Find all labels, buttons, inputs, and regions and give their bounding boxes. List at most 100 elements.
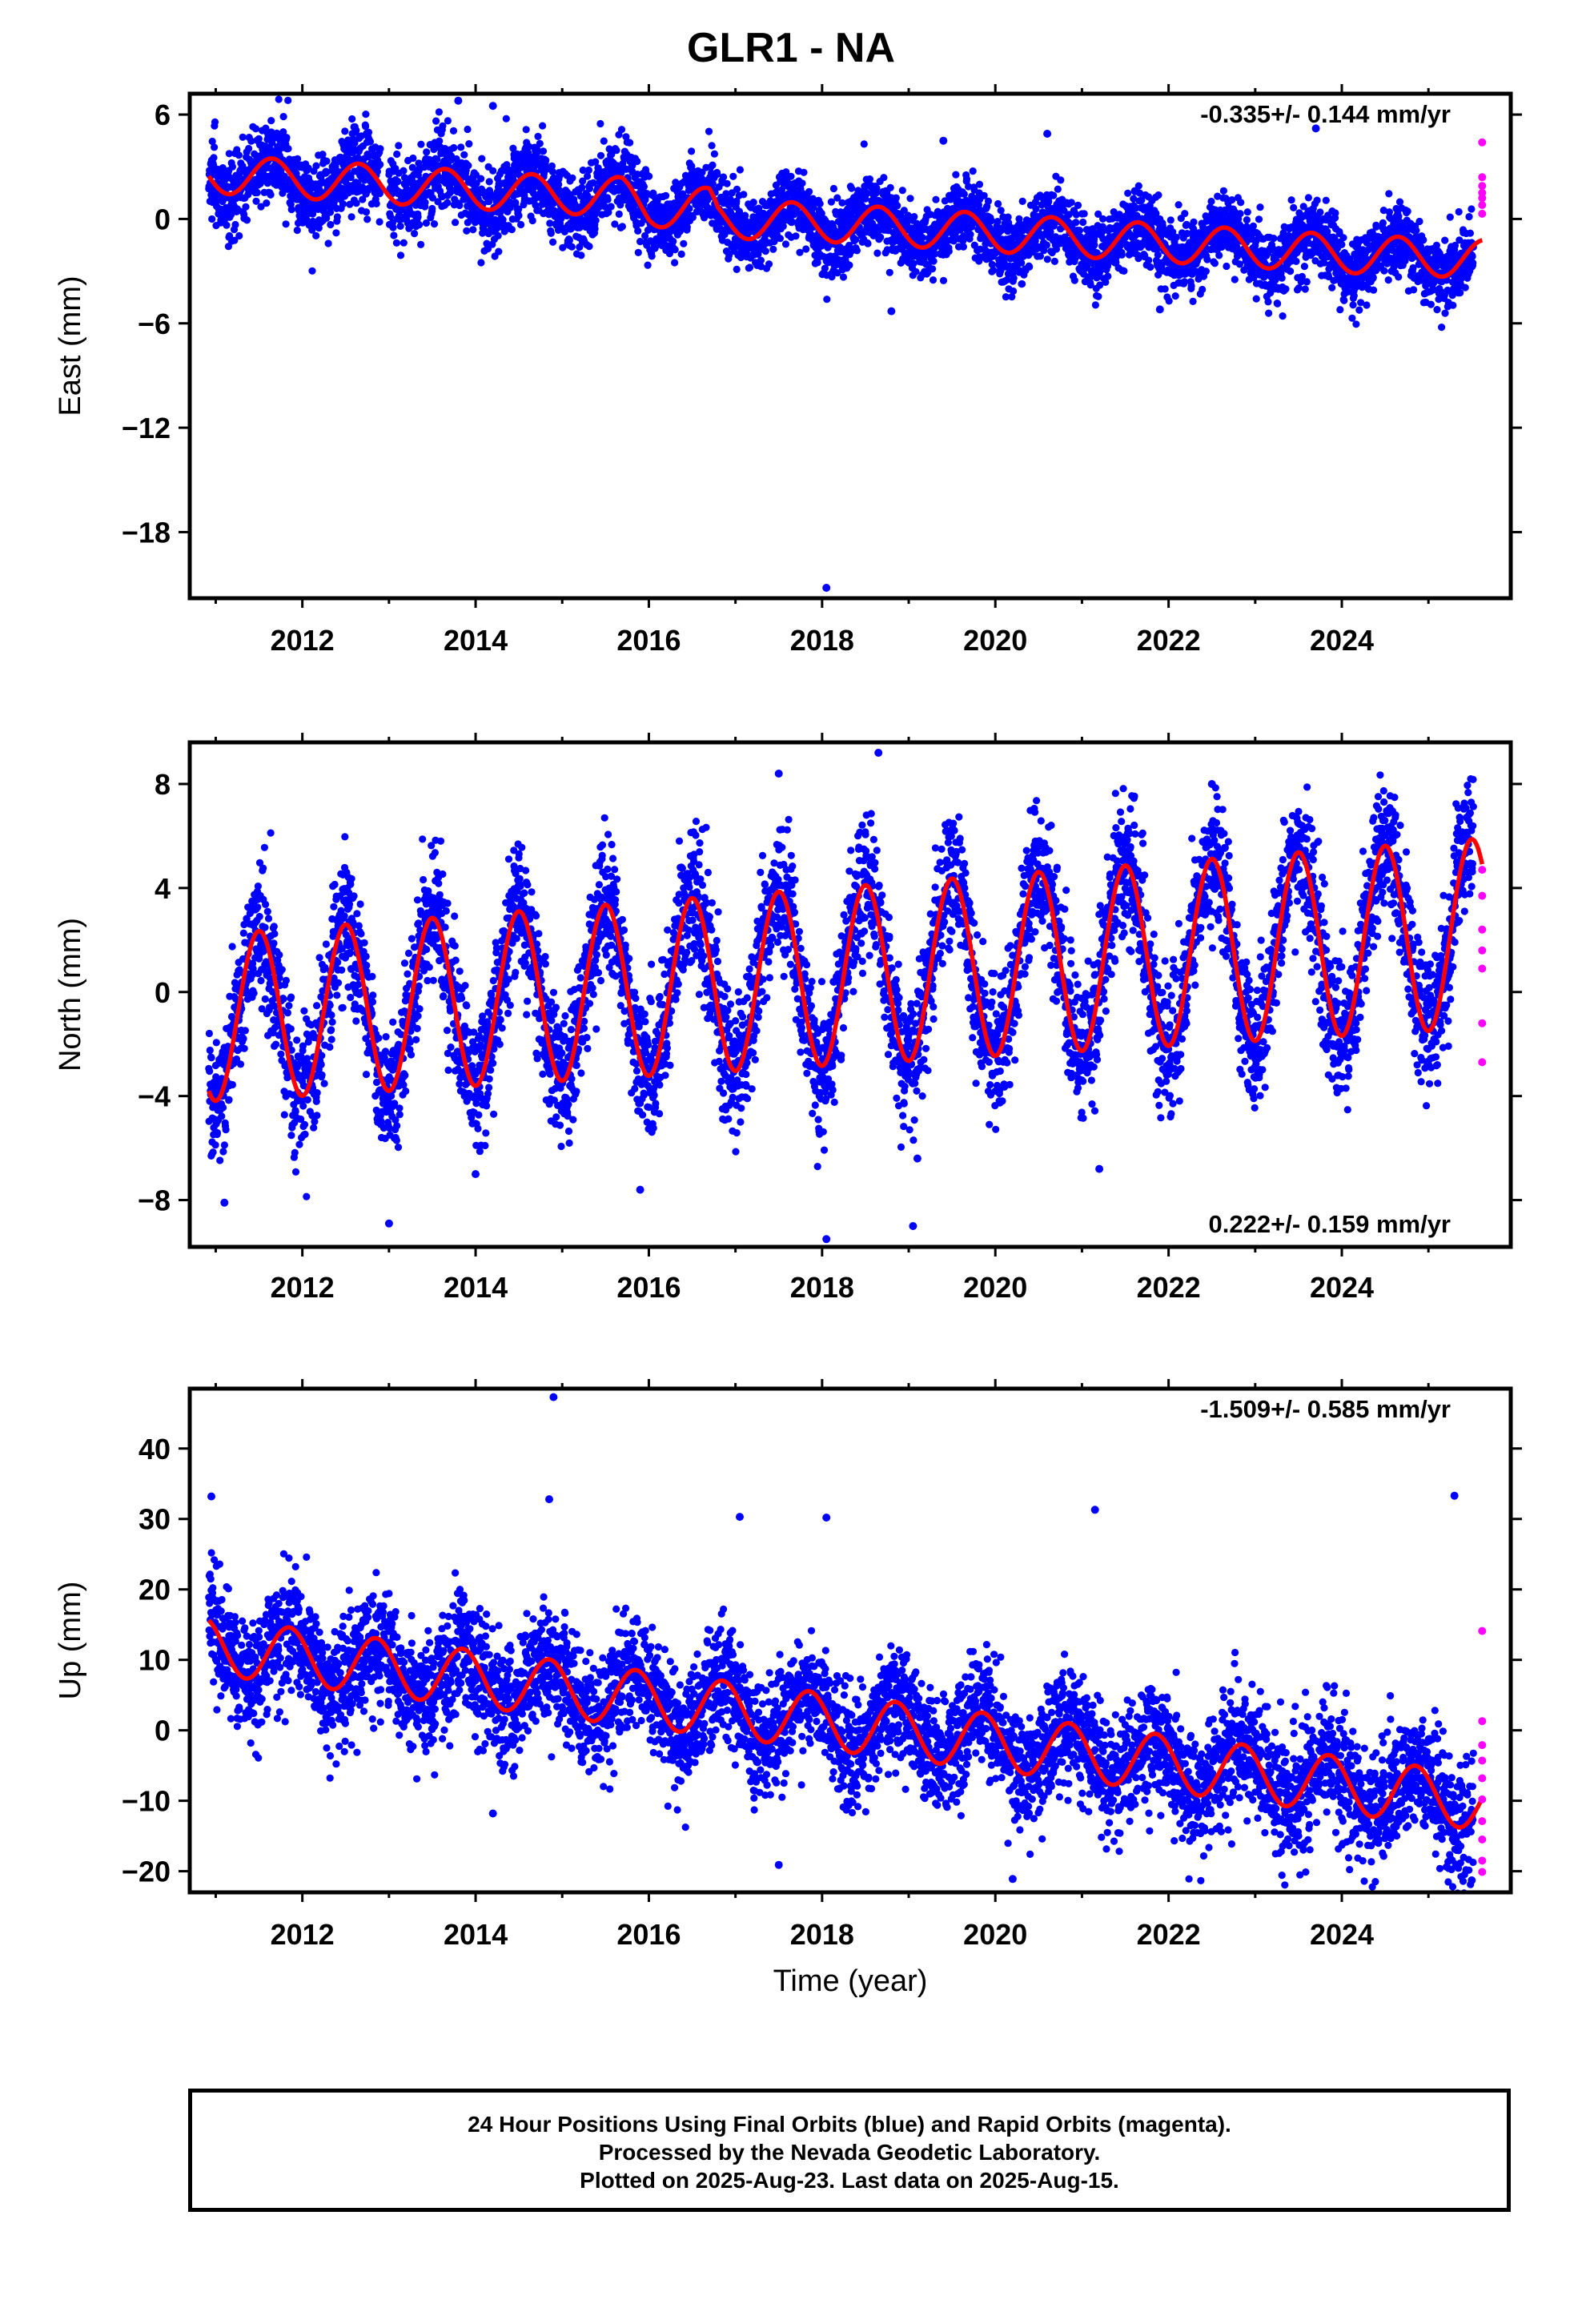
- east-point: [1199, 285, 1207, 294]
- east-point: [1189, 297, 1197, 305]
- east-point: [596, 151, 605, 159]
- east-point: [495, 247, 503, 255]
- east-point: [1300, 263, 1308, 271]
- east-point: [637, 219, 645, 227]
- east-point: [853, 247, 861, 255]
- east-point: [708, 142, 716, 150]
- east-point: [591, 225, 599, 233]
- east-point: [1350, 292, 1358, 300]
- east-point: [1207, 197, 1215, 206]
- east-point: [821, 264, 829, 272]
- east-point: [414, 213, 422, 221]
- east-point: [267, 117, 275, 125]
- east-point: [489, 167, 497, 175]
- east-point: [829, 184, 837, 193]
- east-point: [776, 235, 785, 243]
- east-point: [722, 190, 730, 198]
- east-point: [239, 133, 247, 141]
- east-point: [509, 144, 517, 152]
- east-point: [375, 218, 383, 226]
- east-point: [733, 185, 741, 193]
- east-point: [761, 247, 769, 255]
- east-point: [733, 197, 741, 205]
- east-point: [515, 211, 523, 219]
- east-point: [400, 239, 408, 247]
- east-point: [1124, 189, 1132, 197]
- east-point: [275, 95, 283, 103]
- east-point: [225, 150, 233, 158]
- east-point: [430, 220, 439, 228]
- east-point: [680, 239, 688, 247]
- east-point: [333, 213, 341, 221]
- east-point: [1174, 201, 1182, 209]
- east-point: [863, 189, 871, 198]
- east-point: [363, 215, 371, 223]
- east-point: [802, 245, 810, 253]
- east-point: [579, 166, 587, 175]
- east-point: [210, 154, 218, 162]
- east-point: [512, 199, 520, 207]
- east-point: [393, 150, 401, 159]
- east-point: [1395, 198, 1404, 206]
- east-point: [332, 229, 340, 237]
- east-point: [1336, 306, 1344, 314]
- east-point: [396, 222, 404, 230]
- east-point: [247, 137, 255, 145]
- east-point: [960, 190, 968, 198]
- east-point: [662, 191, 670, 199]
- east-point: [282, 220, 290, 228]
- east-point: [622, 165, 631, 173]
- east-point: [1054, 185, 1062, 193]
- east-point: [323, 214, 331, 222]
- east-point: [688, 162, 696, 171]
- east-point: [1348, 314, 1356, 322]
- east-point: [528, 216, 536, 225]
- east-point: [463, 227, 471, 235]
- east-point: [745, 263, 754, 271]
- east-point: [549, 238, 557, 246]
- east-point: [1219, 187, 1227, 195]
- east-point: [477, 259, 485, 267]
- east-point: [723, 179, 731, 187]
- east-point: [865, 175, 873, 183]
- east-point: [542, 156, 550, 164]
- east-point: [893, 202, 901, 210]
- east-point: [1303, 278, 1311, 286]
- east-point: [1074, 201, 1082, 209]
- east-point: [319, 151, 327, 159]
- east-point: [1322, 196, 1330, 204]
- east-point: [848, 184, 856, 192]
- east-point: [364, 128, 373, 136]
- east-point: [376, 160, 384, 168]
- east-point: [432, 117, 440, 125]
- east-point: [1363, 301, 1371, 309]
- east-point: [452, 219, 460, 227]
- east-point: [208, 137, 216, 146]
- east-point: [395, 142, 403, 150]
- east-point: [235, 151, 243, 159]
- east-point: [1042, 241, 1050, 249]
- east-point: [494, 231, 502, 239]
- east-point: [211, 143, 219, 151]
- east-point: [539, 147, 548, 155]
- east-point: [600, 137, 608, 145]
- east-point: [327, 220, 335, 229]
- east-point: [596, 119, 604, 128]
- east-point: [1370, 286, 1378, 294]
- east-point: [584, 172, 592, 180]
- east-point: [800, 168, 808, 176]
- east-point: [428, 204, 436, 213]
- east-point: [683, 223, 691, 231]
- east-point: [604, 195, 612, 203]
- east-point: [539, 122, 547, 130]
- east-point: [611, 220, 619, 228]
- east-point: [460, 151, 468, 159]
- east-point: [1270, 235, 1278, 243]
- east-point: [1075, 227, 1084, 235]
- east-point: [906, 195, 914, 203]
- east-point: [389, 223, 397, 231]
- east-point: [1349, 301, 1357, 309]
- east-point: [1292, 257, 1300, 265]
- east-point: [909, 259, 917, 267]
